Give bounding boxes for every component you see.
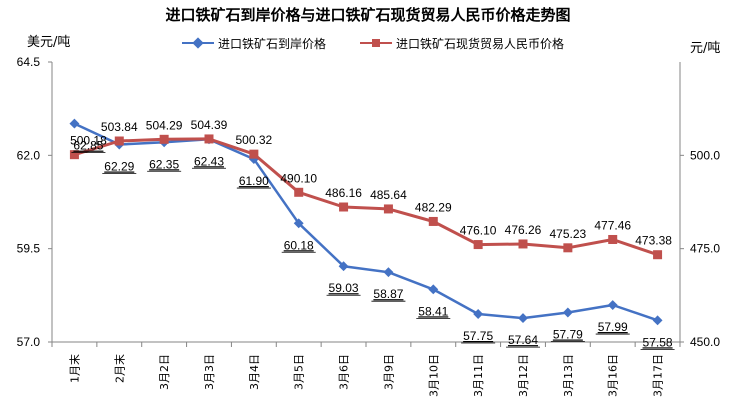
x-tick-label: 3月6日	[338, 354, 351, 390]
data-label: 62.43	[194, 154, 224, 168]
x-tick-label: 3月11日	[472, 354, 485, 397]
data-point	[428, 284, 439, 295]
data-point	[562, 307, 573, 318]
data-label: 477.46	[594, 218, 631, 232]
data-label: 60.18	[284, 238, 314, 252]
data-point	[428, 216, 438, 226]
data-point	[294, 187, 304, 197]
data-point	[518, 239, 528, 249]
data-point	[383, 267, 394, 278]
legend-label-rmb: 进口铁矿石现货贸易人民币价格	[396, 36, 564, 51]
series-layer	[69, 118, 663, 326]
data-label: 500.32	[236, 133, 273, 147]
data-point	[473, 309, 484, 319]
left-axis-ticks: 57.0 59.5 62.0 64.5	[17, 55, 52, 349]
x-tick-label: 3月12日	[517, 354, 530, 397]
data-label: 485.64	[370, 188, 407, 202]
data-label: 490.10	[280, 171, 317, 185]
chart-title: 进口铁矿石到岸价格与进口铁矿石现货贸易人民币价格走势图	[165, 6, 570, 24]
data-point	[114, 136, 124, 146]
left-tick-label: 62.0	[17, 148, 41, 162]
x-tick-label: 3月16日	[607, 354, 620, 397]
data-point	[69, 150, 79, 160]
data-label: 473.38	[635, 234, 672, 248]
series-line-0	[73, 122, 659, 322]
x-tick-label: 3月13日	[562, 354, 575, 397]
data-label: 504.29	[146, 118, 183, 132]
data-label: 57.75	[463, 329, 493, 343]
data-label: 57.58	[643, 335, 673, 349]
data-point	[608, 234, 618, 244]
data-label: 57.64	[508, 333, 538, 347]
data-point	[339, 202, 349, 212]
x-tick-label: 3月2日	[158, 354, 171, 390]
data-point	[652, 315, 663, 326]
data-label: 61.90	[239, 174, 269, 188]
x-tick-label: 1月末	[67, 354, 81, 383]
legend-label-fob: 进口铁矿石到岸价格	[218, 36, 326, 51]
right-axis-unit: 元/吨	[690, 41, 720, 56]
x-tick-label: 3月17日	[652, 354, 665, 397]
legend-marker-rmb	[372, 39, 380, 47]
series-line-1	[73, 137, 659, 257]
data-point	[607, 300, 618, 310]
data-label: 58.41	[418, 304, 448, 318]
x-axis-ticks: 1月末 2月末 3月2日 3月3日 3月4日 3月5日 3月6日 3月9日 3月10日 3月11日…	[51, 342, 681, 397]
data-label: 504.39	[191, 118, 228, 132]
data-point	[204, 134, 214, 144]
right-tick-label: 475.0	[690, 242, 720, 256]
data-point	[518, 313, 528, 324]
data-label: 62.35	[149, 157, 179, 171]
data-point	[293, 218, 304, 229]
legend-item-rmb: 进口铁矿石现货贸易人民币价格	[360, 36, 564, 51]
x-tick-label: 3月4日	[248, 354, 261, 390]
legend: 进口铁矿石到岸价格 进口铁矿石现货贸易人民币价格	[182, 36, 564, 51]
legend-item-fob: 进口铁矿石到岸价格	[182, 36, 326, 51]
data-label: 486.16	[325, 186, 362, 200]
legend-marker-fob	[192, 37, 204, 49]
data-label: 57.79	[553, 328, 583, 342]
data-label: 476.26	[505, 223, 542, 237]
left-axis-unit: 美元/吨	[27, 35, 70, 50]
data-point	[563, 243, 573, 253]
data-label: 62.29	[104, 160, 134, 174]
data-label: 475.23	[550, 227, 587, 241]
x-tick-label: 3月3日	[203, 354, 216, 390]
data-label: 62.85	[73, 139, 103, 153]
data-point	[69, 118, 80, 129]
data-label: 500.18	[70, 134, 107, 148]
data-point	[338, 261, 349, 272]
data-point	[249, 149, 259, 159]
data-label: 59.03	[329, 281, 359, 295]
data-label: 58.87	[373, 287, 403, 301]
data-point	[159, 134, 169, 144]
data-label: 503.84	[101, 120, 138, 134]
data-point	[653, 250, 663, 260]
data-label: 57.99	[598, 320, 628, 334]
left-tick-label: 59.5	[17, 242, 41, 256]
right-tick-label: 450.0	[690, 335, 720, 349]
data-label: 482.29	[415, 200, 452, 214]
left-tick-label: 57.0	[17, 335, 41, 349]
right-tick-label: 500.0	[690, 148, 720, 162]
right-axis-ticks: 450.0 475.0 500.0	[680, 148, 720, 349]
x-tick-label: 3月9日	[382, 354, 395, 390]
x-tick-label: 3月10日	[427, 354, 440, 397]
data-point	[383, 204, 393, 214]
x-tick-label: 2月末	[112, 354, 126, 383]
x-tick-label: 3月5日	[293, 354, 306, 390]
data-point	[473, 240, 483, 250]
data-label: 476.10	[460, 224, 497, 238]
left-tick-label: 64.5	[17, 55, 41, 69]
